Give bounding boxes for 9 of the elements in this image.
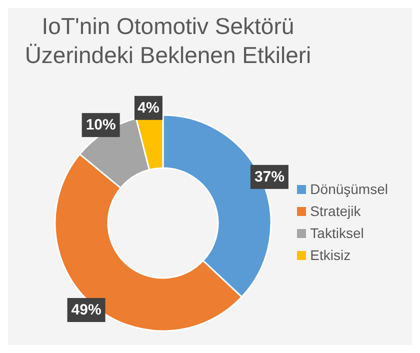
- chart-title: IoT'nin Otomotiv Sektörü Üzerindeki Beklenen Etkileri: [24, 12, 312, 70]
- legend-label: Stratejik: [310, 203, 361, 219]
- legend-label: Etkisiz: [310, 247, 351, 263]
- legend-label: Dönüşümsel: [310, 181, 388, 197]
- data-label: 49%: [71, 302, 102, 319]
- legend-label: Taktiksel: [310, 225, 364, 241]
- data-label: 4%: [138, 99, 160, 116]
- data-label: 37%: [254, 168, 284, 186]
- data-label: 10%: [86, 116, 116, 134]
